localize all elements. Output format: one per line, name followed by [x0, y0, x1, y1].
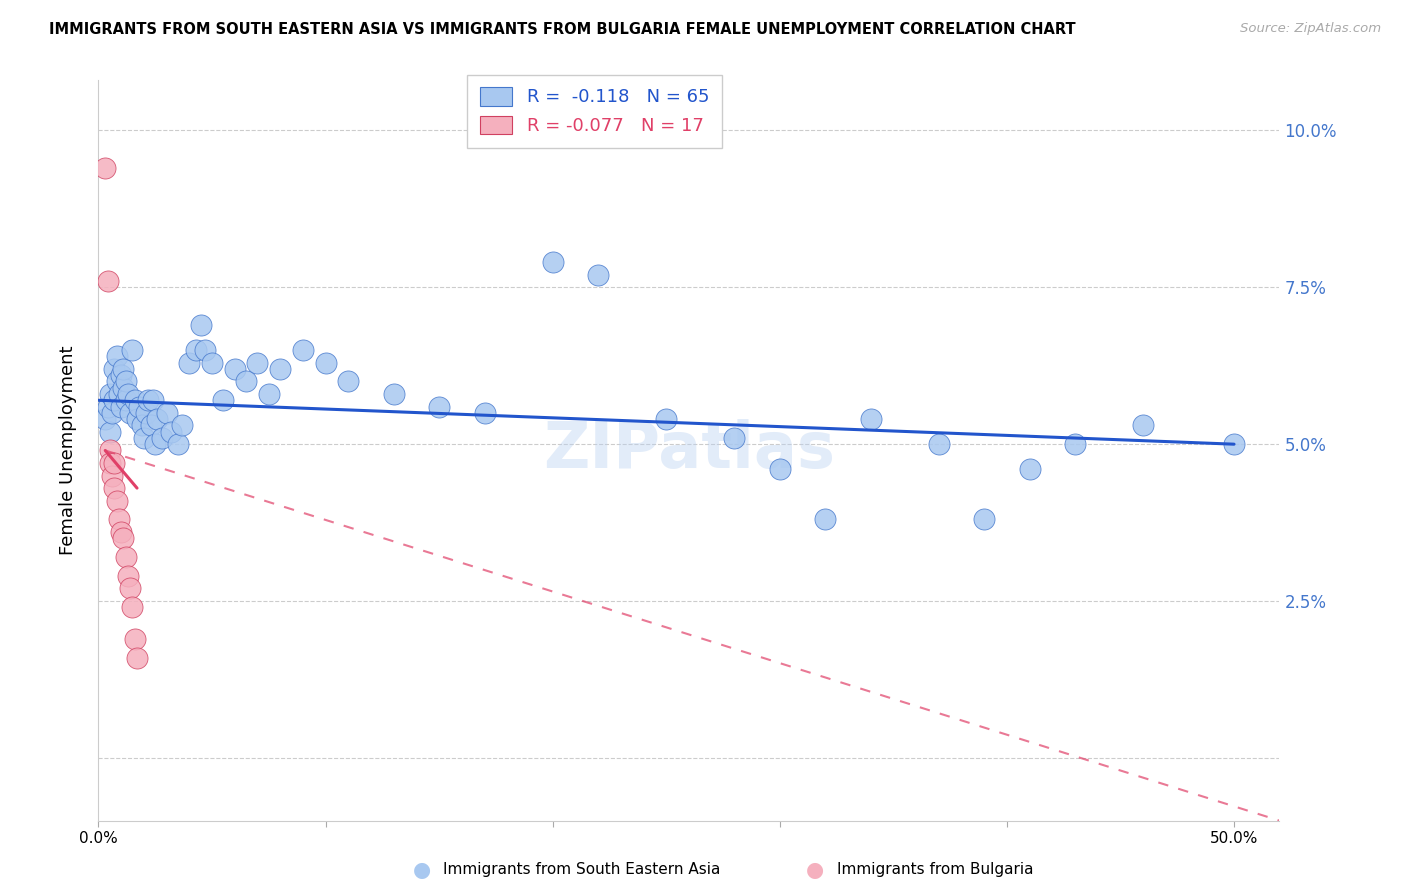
Point: [146, 412, 169, 426]
Point: [98, 425, 121, 439]
Point: [120, 406, 142, 420]
Point: [257, 387, 280, 401]
Text: Immigrants from Bulgaria: Immigrants from Bulgaria: [837, 863, 1033, 877]
Point: [246, 356, 269, 370]
Point: [117, 387, 139, 401]
Text: Immigrants from South Eastern Asia: Immigrants from South Eastern Asia: [443, 863, 720, 877]
Point: [291, 343, 314, 357]
Point: [125, 650, 148, 665]
Point: [103, 362, 125, 376]
Point: [105, 375, 128, 389]
Point: [269, 362, 291, 376]
Point: [224, 362, 246, 376]
Point: [108, 512, 131, 526]
Point: [337, 375, 360, 389]
Point: [96, 274, 118, 288]
Point: [94, 161, 117, 175]
Point: [142, 393, 165, 408]
Point: [1064, 437, 1087, 451]
Point: [769, 462, 792, 476]
Point: [135, 406, 157, 420]
Point: [98, 387, 121, 401]
Point: [928, 437, 950, 451]
Point: [179, 356, 201, 370]
Point: [212, 393, 235, 408]
Point: [96, 400, 118, 414]
Point: [98, 443, 121, 458]
Point: [112, 362, 135, 376]
Point: [1223, 437, 1246, 451]
Point: [121, 600, 143, 615]
Point: [172, 418, 194, 433]
Point: [124, 632, 146, 646]
Text: Source: ZipAtlas.com: Source: ZipAtlas.com: [1240, 22, 1381, 36]
Point: [121, 343, 143, 357]
Point: [114, 393, 136, 408]
Point: [474, 406, 496, 420]
Point: [194, 343, 217, 357]
Text: ●: ●: [413, 860, 430, 880]
Point: [103, 456, 125, 470]
Point: [160, 425, 183, 439]
Point: [427, 400, 450, 414]
Point: [124, 393, 146, 408]
Point: [103, 481, 125, 495]
Point: [1132, 418, 1154, 433]
Point: [105, 493, 128, 508]
Point: [155, 406, 177, 420]
Point: [138, 393, 160, 408]
Point: [114, 375, 136, 389]
Point: [190, 318, 212, 332]
Point: [101, 468, 124, 483]
Point: [105, 349, 128, 363]
Point: [131, 418, 153, 433]
Point: [103, 393, 125, 408]
Point: [110, 400, 132, 414]
Point: [98, 456, 121, 470]
Point: [125, 412, 148, 426]
Point: [655, 412, 678, 426]
Point: [108, 387, 131, 401]
Point: [315, 356, 337, 370]
Point: [184, 343, 207, 357]
Point: [94, 412, 117, 426]
Point: [1018, 462, 1040, 476]
Text: ZIPatlas: ZIPatlas: [543, 419, 835, 482]
Point: [112, 381, 135, 395]
Point: [235, 375, 257, 389]
Point: [139, 418, 162, 433]
Point: [167, 437, 190, 451]
Point: [132, 431, 155, 445]
Point: [143, 437, 166, 451]
Point: [382, 387, 405, 401]
Point: [859, 412, 882, 426]
Legend: R =  -0.118   N = 65, R = -0.077   N = 17: R = -0.118 N = 65, R = -0.077 N = 17: [467, 75, 721, 147]
Point: [814, 512, 837, 526]
Point: [110, 524, 132, 539]
Point: [101, 406, 124, 420]
Point: [723, 431, 745, 445]
Point: [112, 531, 135, 545]
Point: [114, 550, 136, 565]
Point: [120, 582, 142, 596]
Point: [110, 368, 132, 383]
Y-axis label: Female Unemployment: Female Unemployment: [59, 346, 77, 555]
Point: [541, 255, 564, 269]
Text: IMMIGRANTS FROM SOUTH EASTERN ASIA VS IMMIGRANTS FROM BULGARIA FEMALE UNEMPLOYME: IMMIGRANTS FROM SOUTH EASTERN ASIA VS IM…: [49, 22, 1076, 37]
Point: [150, 431, 173, 445]
Point: [201, 356, 224, 370]
Point: [128, 400, 150, 414]
Point: [117, 569, 139, 583]
Point: [973, 512, 995, 526]
Point: [586, 268, 609, 282]
Text: ●: ●: [807, 860, 824, 880]
